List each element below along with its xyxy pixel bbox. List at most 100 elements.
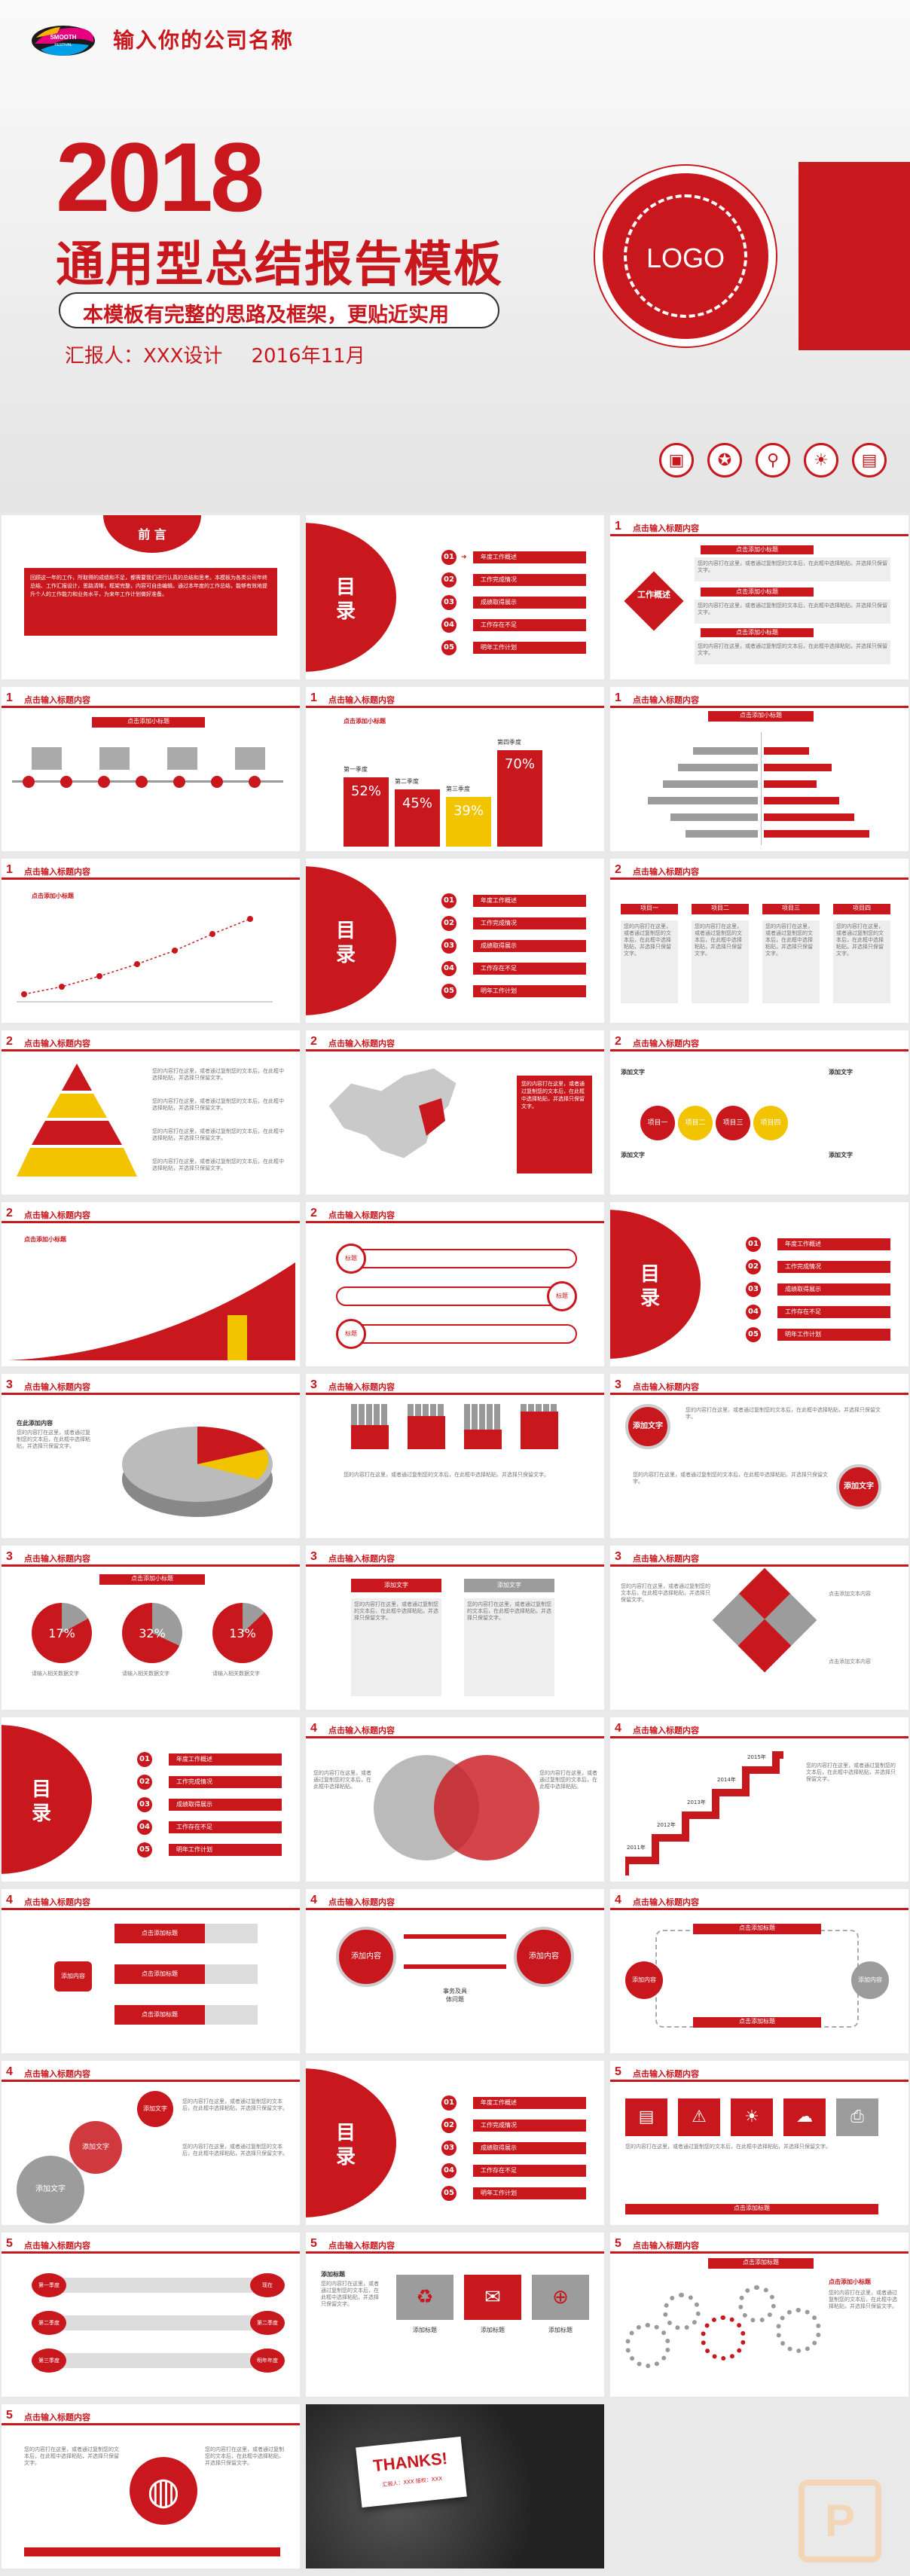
- toc-item[interactable]: 01 年度工作概述: [441, 2095, 592, 2111]
- toc-item[interactable]: 03 成绩取得展示: [746, 1282, 896, 1297]
- toc-item[interactable]: 01 年度工作概述: [441, 893, 592, 908]
- slide-toc-2[interactable]: 目录 01 年度工作概述 02 工作完成情况 03 成绩取得展示 04 工作存在不足 0…: [306, 859, 604, 1023]
- slide-battery-bars[interactable]: 3 点击输入标题内容 您的内容打在这里，或者通过复制您的文本后，在此框中选择粘贴，…: [306, 1374, 604, 1538]
- slide-area-curve[interactable]: 2 点击输入标题内容 点击添加小标题: [2, 1202, 300, 1366]
- process-dot: [249, 776, 261, 788]
- slide-toc-3[interactable]: 目录 01 年度工作概述 02 工作完成情况 03 成绩取得展示 04 工作存在不足 0…: [610, 1202, 908, 1366]
- toc-item[interactable]: 02 工作完成情况: [137, 1775, 288, 1790]
- toc-item[interactable]: 05 明年工作计划: [137, 1842, 288, 1857]
- puzzle-label: 点击添加文本内容: [829, 1591, 871, 1597]
- slide-four-projects[interactable]: 2 点击输入标题内容 项目一 项目二 项目三 项目四 您的内容打在这里，或者通过复…: [610, 859, 908, 1023]
- slide-hbar[interactable]: 1 点击输入标题内容 点击添加小标题: [610, 687, 908, 851]
- pie-3d: [122, 1427, 273, 1517]
- text-block: 您的内容打在这里，或者通过复制您的文本后，在此框中选择粘贴，并选择只保留文字。: [695, 600, 890, 624]
- globe-text: 您的内容打在这里，或者通过复制您的文本后，在此框中选择粘贴，并选择只保留文字。: [24, 2446, 119, 2466]
- slide-header: 2 点击输入标题内容: [2, 1207, 300, 1223]
- toc-title: 目录: [32, 1778, 52, 1825]
- toc-item[interactable]: 02 工作完成情况: [441, 2118, 592, 2133]
- toc-item[interactable]: 04 工作存在不足: [746, 1305, 896, 1320]
- project-tab: 项目一: [621, 904, 678, 914]
- slide-globe[interactable]: 5 点击输入标题内容 您的内容打在这里，或者通过复制您的文本后，在此框中选择粘贴，…: [2, 2404, 300, 2568]
- slide-gears[interactable]: 5 点击输入标题内容 点击添加标题 点击添加小标题 您的内容打在这里，或者通过复制…: [610, 2233, 908, 2397]
- toc-item[interactable]: 04 工作存在不足: [137, 1820, 288, 1835]
- slide-line[interactable]: 1 点击输入标题内容 点击添加小标题: [2, 859, 300, 1023]
- slide-toc-4[interactable]: 目录 01 年度工作概述 02 工作完成情况 03 成绩取得展示 04 工作存在不足 0…: [2, 1717, 300, 1882]
- project-circle: 项目二: [678, 1106, 713, 1140]
- overview-label: 工作概述: [637, 590, 670, 600]
- slide-icon-tiles[interactable]: 5 点击输入标题内容 添加标题 您的内容打在这里，或者通过复制您的文本后，在此框中…: [306, 2233, 604, 2397]
- slide-toc-1[interactable]: 目录 ➜ 01 年度工作概述 02 工作完成情况 03 成绩取得展示 04 工作存在不足 …: [306, 515, 604, 679]
- toc-item[interactable]: 02 工作完成情况: [441, 916, 592, 931]
- toc-item[interactable]: 03 成绩取得展示: [441, 2141, 592, 2156]
- toc-item[interactable]: 02 工作完成情况: [746, 1259, 896, 1274]
- mail-icon: ✉: [464, 2275, 521, 2320]
- slide-toc-5[interactable]: 目录 01 年度工作概述 02 工作完成情况 03 成绩取得展示 04 工作存在不足 0…: [306, 2061, 604, 2225]
- toc-item[interactable]: 02 工作完成情况: [441, 572, 592, 588]
- slide-compare[interactable]: 3 点击输入标题内容 添加文字 添加文字 您的内容打在这里，或者通过复制您的文本后…: [306, 1546, 604, 1710]
- toc-item[interactable]: 05 明年工作计划: [746, 1327, 896, 1342]
- slide-arrows[interactable]: 2 点击输入标题内容 标题 标题 标题: [306, 1202, 604, 1366]
- project-circle: 项目三: [716, 1106, 750, 1140]
- slide-header: 3 点击输入标题内容: [2, 1550, 300, 1567]
- slide-header: 4 点击输入标题内容: [306, 1722, 604, 1738]
- book-icon: ▤: [852, 443, 887, 478]
- slide-branch[interactable]: 4 点击输入标题内容 添加内容 点击添加标题 点击添加标题 点击添加标题: [2, 1889, 300, 2053]
- toc-item[interactable]: 03 成绩取得展示: [441, 595, 592, 610]
- cloud-icon: ☁: [783, 2098, 826, 2136]
- slide-preface[interactable]: 前 言 回顾这一年的工作，所取得的成绩和不足，都需要我们进行认真的总结和思考。本…: [2, 515, 300, 679]
- slide-loop[interactable]: 4 点击输入标题内容 点击添加标题 点击添加标题 添加内容 添加内容: [610, 1889, 908, 2053]
- toc-item[interactable]: 05 明年工作计划: [441, 984, 592, 999]
- slide-bubbles[interactable]: 4 点击输入标题内容 添加文字 添加文字 添加文字 您的内容打在这里，或者通过复制…: [2, 2061, 300, 2225]
- document-icon: ▤: [625, 2098, 667, 2136]
- timeline-node: 第二季度: [32, 2311, 66, 2335]
- chart-subtitle: 点击添加小标题: [32, 893, 74, 899]
- slide-cycle[interactable]: 4 点击输入标题内容 添加内容 添加内容 事务及具 体问题: [306, 1889, 604, 2053]
- toc-item[interactable]: 01 年度工作概述: [137, 1752, 288, 1767]
- slide-callouts[interactable]: 3 点击输入标题内容 添加文字 添加文字 您的内容打在这里，或者通过复制您的文本后…: [610, 1374, 908, 1538]
- project-text: 您的内容打在这里，或者通过复制您的文本后，在此框中选择粘贴，并选择只保留文字。: [621, 920, 678, 1003]
- slide-header: 2 点击输入标题内容: [306, 1207, 604, 1223]
- toc-item[interactable]: 04 工作存在不足: [441, 2163, 592, 2178]
- slide-donuts[interactable]: 3 点击输入标题内容 点击添加小标题 17% 32% 13% 请输入相关数据文字 …: [2, 1546, 300, 1710]
- slide-process[interactable]: 1 点击输入标题内容 点击添加小标题: [2, 687, 300, 851]
- gear-icon: [701, 2315, 746, 2361]
- toc-item[interactable]: 03 成绩取得展示: [137, 1797, 288, 1812]
- dotted-trend-line: [17, 916, 273, 1003]
- slide-timeline[interactable]: 5 点击输入标题内容 第一季度 第二季度 第三季度 现在 第二季度 明年年度: [2, 2233, 300, 2397]
- slide-header: 5 点击输入标题内容: [2, 2409, 300, 2425]
- slide-thanks[interactable]: THANKS! 汇报人：XXX 版权：XXX: [306, 2404, 604, 2568]
- slide-pyramid[interactable]: 2 点击输入标题内容 您的内容打在这里，或者通过复制您的文本后，在此框中选择粘贴，…: [2, 1030, 300, 1195]
- icon-card-bar: 点击添加标题: [625, 2204, 878, 2214]
- slide-header: 2 点击输入标题内容: [610, 1035, 908, 1051]
- slide-map[interactable]: 2 点击输入标题内容 您的内容打在这里，或者通过复制您的文本后，在此框中选择粘贴，…: [306, 1030, 604, 1195]
- report-date: 2016年11月: [251, 345, 365, 368]
- arrow-pill: [351, 1324, 577, 1344]
- toc-item[interactable]: 03 成绩取得展示: [441, 939, 592, 954]
- slide-target[interactable]: 4 点击输入标题内容 您的内容打在这里，或者通过复制您的文本后，在此框中选择粘贴。…: [306, 1717, 604, 1882]
- slide-icon-cards[interactable]: 5 点击输入标题内容 ▤ ⚠ ☀ ☁ ⎙ 您的内容打在这里，或者通过复制您的文本后…: [610, 2061, 908, 2225]
- tile-caption: 添加标题: [548, 2327, 573, 2333]
- subtitle-pill: [59, 292, 499, 328]
- slide-stairs[interactable]: 4 点击输入标题内容 2011年 2012年 2013年 2014年 2015年 …: [610, 1717, 908, 1882]
- toc-item[interactable]: ➜ 01 年度工作概述: [441, 550, 592, 565]
- subtitle-bar: 点击添加小标题: [701, 628, 814, 637]
- main-title: 通用型总结报告模板: [56, 237, 503, 293]
- slide-project-circles[interactable]: 2 点击输入标题内容 项目一 项目二 项目三 项目四 添加文字 添加文字 添加文字…: [610, 1030, 908, 1195]
- slide-quarter-bars[interactable]: 1 点击输入标题内容 点击添加小标题 52% 45% 39% 70% 第一季度 第…: [306, 687, 604, 851]
- branch-box: 点击添加标题: [115, 2005, 205, 2025]
- slide-puzzle[interactable]: 3 点击输入标题内容 您的内容打在这里，或者通过复制您的文本后，在此框中选择粘贴，…: [610, 1546, 908, 1710]
- target-text: 您的内容打在这里，或者通过复制您的文本后，在此框中选择粘贴。: [313, 1770, 371, 1790]
- toc-item[interactable]: 01 年度工作概述: [746, 1237, 896, 1252]
- project-tab: 项目四: [833, 904, 890, 914]
- slide-work-overview[interactable]: 1 点击输入标题内容 工作概述 点击添加小标题 您的内容打在这里，或者通过复制您的…: [610, 515, 908, 679]
- gear-icon: [738, 2285, 776, 2323]
- slide-3d-pie[interactable]: 3 点击输入标题内容 在此添加内容 您的内容打在这里，或者通过复制您的文本后，在此…: [2, 1374, 300, 1538]
- bubble-text: 您的内容打在这里，或者通过复制您的文本后，在此框中选择粘贴，并选择只保留文字。: [182, 2098, 288, 2111]
- callout-circle: 添加文字: [625, 1404, 670, 1449]
- toc-item[interactable]: 04 工作存在不足: [441, 618, 592, 633]
- toc-item[interactable]: 05 明年工作计划: [441, 2186, 592, 2201]
- toc-item[interactable]: 05 明年工作计划: [441, 640, 592, 655]
- pyramid-text: 您的内容打在这里，或者通过复制您的文本后，在此框中选择粘贴，并选择只保留文字。: [152, 1068, 284, 1081]
- bar-q2: 45%: [395, 789, 440, 847]
- toc-item[interactable]: 04 工作存在不足: [441, 961, 592, 976]
